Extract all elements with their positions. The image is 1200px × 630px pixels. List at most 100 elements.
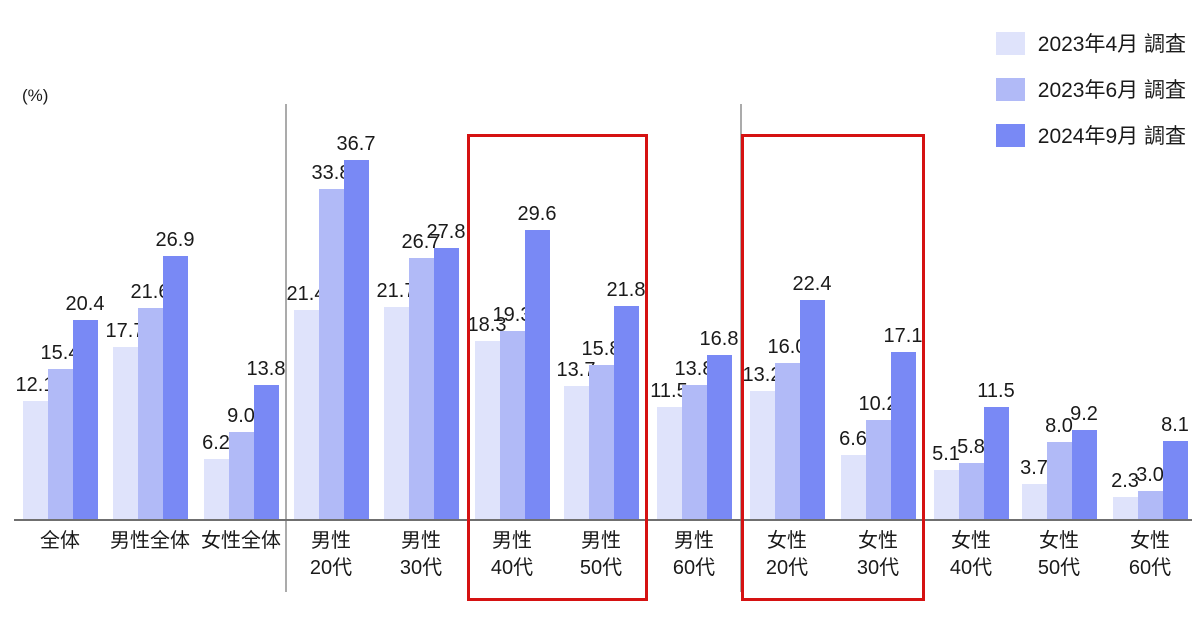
bar-2024年9月 調査-女性30代 (890, 352, 916, 520)
bar-2023年6月 調査-女性60代 (1137, 490, 1163, 520)
bar-value-label: 26.9 (155, 229, 195, 252)
x-axis-category-label: 男性全体 (110, 530, 190, 552)
bar-2024年9月 調査-男性50代 (613, 306, 639, 520)
section-divider-line (285, 104, 287, 592)
x-axis-category-label: 男性 50代 (579, 530, 623, 579)
bar-value-label: 10.2 (858, 393, 898, 416)
bar-value-label: 21.8 (606, 279, 646, 302)
bar-2024年9月 調査-男性60代 (706, 355, 732, 520)
x-axis-line (14, 519, 1192, 521)
bar-value-label: 13.8 (246, 357, 286, 380)
bar-2023年6月 調査-男性20代 (318, 188, 344, 520)
bar-value-label: 11.5 (977, 380, 1015, 403)
bar-value-label: 2.3 (1111, 470, 1139, 493)
bar-value-label: 9.0 (227, 404, 255, 427)
bar-2023年6月 調査-女性30代 (865, 420, 891, 520)
bar-2024年9月 調査-女性全体 (253, 384, 279, 520)
bar-2023年6月 調査-女性20代 (774, 363, 800, 520)
bar-2024年9月 調査-女性60代 (1162, 440, 1188, 520)
legend-swatch-icon (995, 123, 1025, 147)
bar-2023年6月 調査-男性60代 (681, 384, 707, 520)
legend-label: 2024年9月 調査 (1037, 125, 1186, 148)
bar-value-label: 16.8 (699, 328, 739, 351)
bar-2024年9月 調査-女性50代 (1071, 429, 1097, 520)
bar-value-label: 8.1 (1161, 413, 1189, 436)
y-axis-unit-label: (%) (22, 86, 49, 105)
bar-2023年4月 調査-男性60代 (656, 407, 682, 520)
legend-label: 2023年4月 調査 (1037, 33, 1186, 56)
bar-value-label: 5.8 (957, 436, 985, 459)
bar-2023年6月 調査-男性全体 (137, 308, 163, 520)
x-axis-category-label: 女性 40代 (949, 530, 993, 579)
bar-2023年6月 調査-女性50代 (1046, 441, 1072, 520)
bar-2023年4月 調査-全体 (22, 401, 48, 520)
bar-value-label: 12.1 (15, 374, 55, 397)
bar-value-label: 9.2 (1070, 402, 1098, 425)
bar-2024年9月 調査-男性30代 (433, 247, 459, 520)
bar-value-label: 3.0 (1136, 463, 1164, 486)
x-axis-category-label: 女性 50代 (1037, 530, 1081, 579)
bar-value-label: 33.8 (311, 161, 351, 184)
bar-value-label: 26.7 (401, 231, 441, 254)
legend-row: 2024年9月 調査 (995, 120, 1186, 150)
bar-value-label: 19.3 (492, 303, 532, 326)
bar-2024年9月 調査-女性20代 (799, 300, 825, 520)
bar-2023年4月 調査-女性全体 (203, 459, 229, 520)
bar-value-label: 11.5 (650, 380, 688, 403)
x-axis-category-label: 女性 60代 (1128, 530, 1172, 579)
bar-value-label: 13.7 (556, 358, 596, 381)
bar-2023年6月 調査-全体 (47, 369, 73, 520)
highlight-box-女性20代-女性30代 (740, 134, 925, 601)
bar-2023年6月 調査-女性40代 (958, 463, 984, 520)
bar-value-label: 17.7 (105, 319, 145, 342)
bar-2023年4月 調査-女性50代 (1021, 483, 1047, 520)
bar-value-label: 20.4 (65, 293, 105, 316)
bar-2023年6月 調査-男性50代 (588, 365, 614, 520)
bar-value-label: 36.7 (336, 133, 376, 156)
bar-2024年9月 調査-男性全体 (162, 256, 188, 520)
x-axis-category-label: 男性 40代 (490, 530, 534, 579)
bar-value-label: 27.8 (426, 220, 466, 243)
bar-2023年6月 調査-男性30代 (408, 258, 434, 520)
bar-2023年4月 調査-女性60代 (1112, 497, 1138, 520)
bar-value-label: 16.0 (767, 336, 807, 359)
legend-swatch-icon (995, 77, 1025, 101)
x-axis-category-label: 女性 30代 (856, 530, 900, 579)
bar-value-label: 13.2 (742, 363, 782, 386)
x-axis-category-label: 全体 (40, 530, 80, 552)
highlight-box-男性40代-男性50代 (466, 134, 648, 601)
bar-value-label: 17.1 (883, 325, 923, 348)
bar-value-label: 15.8 (581, 338, 621, 361)
bar-2023年4月 調査-男性20代 (293, 310, 319, 520)
bar-2023年4月 調査-女性40代 (933, 470, 959, 520)
bar-value-label: 21.7 (376, 280, 416, 303)
bar-2023年6月 調査-男性40代 (499, 330, 525, 520)
legend-row: 2023年6月 調査 (995, 74, 1186, 104)
legend-swatch-icon (995, 31, 1025, 55)
bar-2024年9月 調査-女性40代 (983, 407, 1009, 520)
bar-value-label: 6.2 (202, 432, 230, 455)
bar-value-label: 18.3 (467, 313, 507, 336)
bar-2023年4月 調査-男性全体 (112, 346, 138, 520)
x-axis-category-label: 女性 20代 (765, 530, 809, 579)
bar-value-label: 15.4 (40, 342, 80, 365)
bar-value-label: 13.8 (674, 357, 714, 380)
bar-value-label: 5.1 (932, 443, 960, 466)
bar-2024年9月 調査-男性40代 (524, 229, 550, 520)
legend: 2023年4月 調査 2023年6月 調査 2024年9月 調査 (995, 28, 1186, 150)
bar-2023年4月 調査-男性40代 (474, 340, 500, 520)
x-axis-category-label: 男性 30代 (399, 530, 443, 579)
bar-2024年9月 調査-男性20代 (343, 160, 369, 520)
bar-value-label: 6.6 (839, 428, 867, 451)
x-axis-category-label: 男性 20代 (309, 530, 353, 579)
bar-2023年4月 調査-男性50代 (563, 385, 589, 520)
bar-value-label: 29.6 (517, 202, 557, 225)
bar-2024年9月 調査-全体 (72, 320, 98, 520)
bar-2023年4月 調査-女性20代 (749, 390, 775, 520)
bar-value-label: 8.0 (1045, 414, 1073, 437)
legend-row: 2023年4月 調査 (995, 28, 1186, 58)
bar-2023年4月 調査-女性30代 (840, 455, 866, 520)
bar-2023年4月 調査-男性30代 (383, 307, 409, 520)
